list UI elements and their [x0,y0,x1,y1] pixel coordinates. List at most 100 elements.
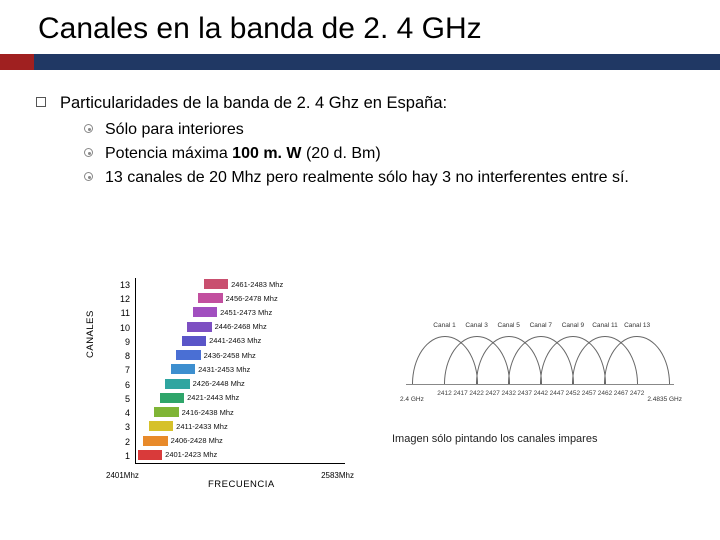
sub-bullet-item: Potencia máxima 100 m. W (20 d. Bm) [84,142,694,166]
left-chart-bar: 2456-2478 Mhz [198,293,277,303]
left-chart-y-labels: 13121110987654321 [108,280,132,462]
right-chart-tick-label: 2452 [566,390,580,397]
right-chart-channel-label: Canal 3 [465,322,487,329]
right-chart-tick-label: 2417 [453,390,467,397]
right-chart-caption: Imagen sólo pintando los canales impares [392,433,597,445]
left-chart-bar-label: 2411-2433 Mhz [176,422,228,431]
left-chart-y-tick: 1 [125,451,130,461]
left-chart-bar-label: 2451-2473 Mhz [220,308,272,317]
left-chart-bars: 2461-2483 Mhz 2456-2478 Mhz 2451-2473 Mhz 2… [138,278,338,463]
left-chart-x-left-label: 2401Mhz [106,471,139,480]
right-chart-channel-label: Canal 9 [562,322,584,329]
intro-paragraph: Particularidades de la banda de 2. 4 Ghz… [36,92,694,114]
right-chart-right-edge-label: 2.4835 GHz [647,396,682,403]
left-chart-bar: 2421-2443 Mhz [160,393,239,403]
sub-bullet-list: Sólo para interioresPotencia máxima 100 … [84,118,694,190]
sub-bullet-item: 13 canales de 20 Mhz pero realmente sólo… [84,166,694,190]
left-chart-y-tick: 7 [125,365,130,375]
right-chart-tick-label: 2442 [534,390,548,397]
left-chart-axis-y [135,278,136,463]
left-channels-chart: CANALES 13121110987654321 2461-2483 Mhz2… [100,278,360,488]
left-chart-bar-rect [198,293,222,303]
right-chart-tick-label: 2447 [550,390,564,397]
left-chart-bar-label: 2461-2483 Mhz [231,280,283,289]
left-chart-bar: 2411-2433 Mhz [149,421,228,431]
right-chart-tick-label: 2462 [598,390,612,397]
circle-bullet-icon [84,172,93,181]
charts-area: CANALES 13121110987654321 2461-2483 Mhz2… [0,278,720,508]
left-chart-y-tick: 5 [125,394,130,404]
left-chart-axis-x [135,463,345,464]
right-chart-tick-label: 2472 [630,390,644,397]
right-chart-left-edge-label: 2.4 GHz [400,396,424,403]
right-chart-channel-label: Canal 1 [433,322,455,329]
left-chart-y-tick: 6 [125,380,130,390]
content-area: Particularidades de la banda de 2. 4 Ghz… [0,70,720,190]
left-chart-bar-rect [143,436,167,446]
left-chart-bar: 2446-2468 Mhz [187,322,266,332]
left-chart-bar-label: 2406-2428 Mhz [171,436,223,445]
left-chart-x-right-label: 2583Mhz [321,471,354,480]
right-arcs-chart: 2.4 GHz 2.4835 GHz Canal 1 Canal 3 Canal 5… [400,322,680,412]
right-chart-channel-label: Canal 5 [498,322,520,329]
left-chart-bar-label: 2416-2438 Mhz [182,408,234,417]
circle-bullet-icon [84,148,93,157]
left-chart-bar-label: 2426-2448 Mhz [193,379,245,388]
right-chart-tick-label: 2432 [501,390,515,397]
right-chart-tick-label: 2437 [518,390,532,397]
sub-bullet-text: 13 canales de 20 Mhz pero realmente sólo… [105,166,629,190]
left-chart-bar-rect [149,421,173,431]
left-chart-bar-label: 2401-2423 Mhz [165,450,217,459]
left-chart-x-title: FRECUENCIA [208,479,275,490]
left-chart-bar-rect [165,379,189,389]
left-chart-bar: 2441-2463 Mhz [182,336,261,346]
left-chart-bar-rect [154,407,178,417]
right-chart-tick-label: 2422 [469,390,483,397]
sub-bullet-text: Potencia máxima 100 m. W (20 d. Bm) [105,142,381,166]
left-chart-bar-rect [160,393,184,403]
left-chart-bar: 2406-2428 Mhz [143,436,222,446]
left-chart-y-tick: 10 [120,323,130,333]
slide-root: { "title": "Canales en la banda de 2. 4 … [0,0,720,540]
left-chart-bar-rect [176,350,200,360]
left-chart-bar-rect [193,307,217,317]
left-chart-y-tick: 2 [125,437,130,447]
left-chart-bar-label: 2436-2458 Mhz [204,351,256,360]
accent-bar-red [0,54,34,70]
left-chart-y-tick: 13 [120,280,130,290]
right-chart-tick-label: 2457 [582,390,596,397]
left-chart-y-title: CANALES [85,310,96,358]
right-chart-channel-label: Canal 11 [592,322,618,329]
left-chart-bar-label: 2421-2443 Mhz [187,393,239,402]
right-chart-tick-label: 2467 [614,390,628,397]
left-chart-bar-rect [182,336,206,346]
sub-bullet-text: Sólo para interiores [105,118,244,142]
left-chart-bar-label: 2441-2463 Mhz [209,336,261,345]
intro-text: Particularidades de la banda de 2. 4 Ghz… [60,92,447,114]
right-chart-baseline [406,384,674,385]
accent-bar [0,54,720,70]
left-chart-bar: 2461-2483 Mhz [204,279,283,289]
left-chart-y-tick: 8 [125,351,130,361]
left-chart-bar-label: 2456-2478 Mhz [226,294,278,303]
right-chart-tick-label: 2427 [485,390,499,397]
left-chart-bar: 2451-2473 Mhz [193,307,272,317]
square-bullet-icon [36,97,46,107]
left-chart-bar-label: 2446-2468 Mhz [215,322,267,331]
left-chart-bar-rect [171,364,195,374]
left-chart-y-tick: 12 [120,294,130,304]
left-chart-bar-rect [204,279,228,289]
right-chart-tick-label: 2412 [437,390,451,397]
right-chart-channel-label: Canal 7 [530,322,552,329]
left-chart-bar-rect [187,322,211,332]
left-chart-y-tick: 9 [125,337,130,347]
left-chart-bar: 2436-2458 Mhz [176,350,255,360]
left-chart-y-tick: 11 [121,308,130,318]
circle-bullet-icon [84,124,93,133]
sub-bullet-item: Sólo para interiores [84,118,694,142]
right-chart-channel-label: Canal 13 [624,322,650,329]
left-chart-bar: 2431-2453 Mhz [171,364,250,374]
left-chart-bar: 2416-2438 Mhz [154,407,233,417]
left-chart-bar: 2426-2448 Mhz [165,379,244,389]
left-chart-y-tick: 4 [125,408,130,418]
